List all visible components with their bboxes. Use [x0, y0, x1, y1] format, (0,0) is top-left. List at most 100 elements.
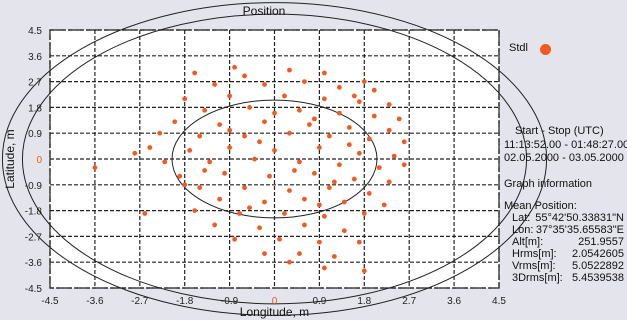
y-tick-label: 4.5	[28, 26, 42, 37]
y-tick-label: 0	[36, 155, 42, 166]
y-axis-label: Latitude, m	[3, 129, 17, 188]
data-point	[287, 188, 292, 193]
data-point	[172, 119, 178, 125]
data-point	[297, 159, 302, 165]
data-point	[157, 130, 163, 136]
data-point	[217, 196, 223, 202]
data-point	[366, 136, 372, 142]
data-point	[376, 165, 382, 171]
x-axis-label: Longitude, m	[240, 305, 309, 319]
y-tick-label: -1.8	[25, 207, 43, 218]
data-point	[182, 96, 188, 102]
data-point	[262, 82, 267, 87]
data-point	[227, 127, 233, 133]
data-point	[366, 191, 372, 196]
data-point	[182, 182, 188, 188]
data-point	[371, 87, 377, 93]
data-point	[212, 222, 218, 228]
data-point	[321, 213, 327, 219]
data-point	[391, 153, 397, 159]
data-point	[262, 251, 267, 256]
y-tick-label: -2.7	[25, 232, 43, 243]
y-tick-label: 1.8	[28, 103, 42, 114]
y-tick-label: -0.9	[25, 181, 43, 192]
x-tick-label: 2.7	[402, 296, 416, 307]
data-point	[272, 110, 277, 116]
data-point	[257, 139, 262, 145]
info-value: 251.9557	[578, 236, 624, 248]
data-point	[262, 119, 267, 125]
data-point	[401, 139, 407, 145]
data-point	[147, 145, 153, 150]
data-point	[312, 170, 317, 176]
data-point	[287, 67, 292, 73]
x-tick-label: 0	[272, 296, 278, 307]
data-point	[312, 116, 317, 122]
data-point	[212, 82, 218, 87]
x-tick-label: -4.5	[41, 296, 59, 307]
data-point	[132, 150, 138, 156]
data-point	[361, 268, 367, 274]
x-tick-label: 3.6	[447, 296, 461, 307]
data-point	[217, 122, 223, 127]
data-point	[242, 73, 247, 79]
data-point	[386, 127, 392, 133]
y-tick-label: 0.9	[28, 129, 42, 140]
data-point	[356, 150, 362, 156]
data-point	[272, 148, 277, 153]
info-key: Alt[m]:	[512, 236, 544, 248]
data-point	[287, 259, 292, 265]
graph-info-header: Graph information	[504, 178, 593, 190]
info-key: Hrms[m]:	[512, 248, 557, 260]
data-point	[302, 79, 307, 84]
data-point	[257, 225, 262, 231]
data-point	[321, 70, 327, 76]
data-point	[242, 133, 247, 139]
data-point	[177, 173, 183, 179]
x-tick-label: -1.8	[176, 296, 194, 307]
data-point	[237, 211, 242, 216]
data-point	[396, 116, 402, 122]
data-point	[326, 133, 332, 139]
info-key: 3Drms[m]:	[512, 272, 563, 284]
data-point	[207, 159, 213, 165]
data-point	[297, 251, 302, 256]
data-point	[282, 93, 287, 99]
data-point	[187, 148, 193, 153]
data-point	[386, 102, 392, 107]
data-point	[232, 64, 237, 70]
info-key: Vrms[m]:	[512, 260, 556, 272]
data-point	[371, 113, 377, 119]
data-point	[277, 236, 282, 242]
time-range: 11:13:52.00 - 01:48:27.00	[504, 139, 627, 151]
data-point	[401, 162, 407, 168]
data-point	[381, 202, 387, 208]
data-point	[242, 185, 247, 191]
data-point	[346, 142, 352, 148]
data-point	[346, 125, 352, 130]
data-point	[142, 211, 148, 216]
y-tick-label: -3.6	[25, 258, 43, 269]
data-point	[356, 99, 362, 105]
data-point	[227, 93, 233, 99]
data-point	[247, 105, 252, 110]
mean-position-label: Mean Position:	[504, 200, 577, 212]
info-key: Lat:	[512, 212, 531, 224]
chart-title: Position	[242, 4, 286, 18]
y-tick-label: 3.6	[28, 52, 42, 63]
info-value: 5.4539538	[572, 272, 624, 284]
data-point	[267, 173, 272, 179]
data-point	[192, 70, 198, 76]
data-point	[302, 196, 307, 202]
data-point	[192, 208, 198, 214]
rms-circle	[1, 2, 548, 316]
x-tick-label: 1.8	[357, 296, 371, 307]
rms-circle	[171, 99, 378, 219]
data-point	[92, 165, 98, 171]
data-point	[202, 168, 208, 173]
rms-circle	[21, 13, 528, 305]
data-point	[317, 145, 322, 150]
data-point	[287, 130, 292, 136]
data-point	[227, 145, 233, 150]
